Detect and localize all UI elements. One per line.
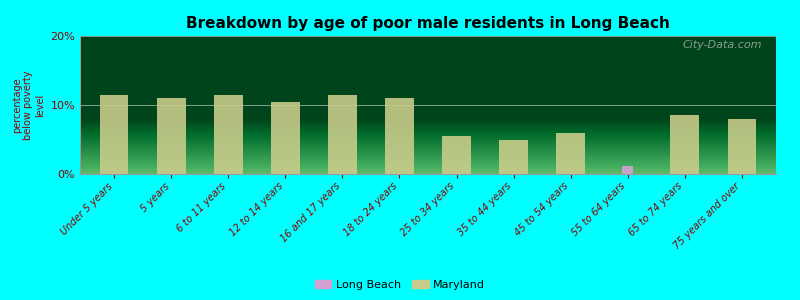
Y-axis label: percentage
below poverty
level: percentage below poverty level (12, 70, 45, 140)
Bar (442, 136, 470, 174)
Bar (271, 101, 300, 174)
Bar (100, 94, 129, 174)
Title: Breakdown by age of poor male residents in Long Beach: Breakdown by age of poor male residents … (186, 16, 670, 31)
Bar (727, 119, 756, 174)
Bar (499, 140, 528, 174)
Bar (670, 115, 699, 174)
Bar (157, 98, 186, 174)
Bar (386, 98, 414, 174)
Legend: Long Beach, Maryland: Long Beach, Maryland (310, 276, 490, 294)
Bar (214, 94, 242, 174)
Bar (328, 94, 357, 174)
Text: City-Data.com: City-Data.com (682, 40, 762, 50)
Bar (556, 133, 585, 174)
Bar (622, 166, 634, 174)
